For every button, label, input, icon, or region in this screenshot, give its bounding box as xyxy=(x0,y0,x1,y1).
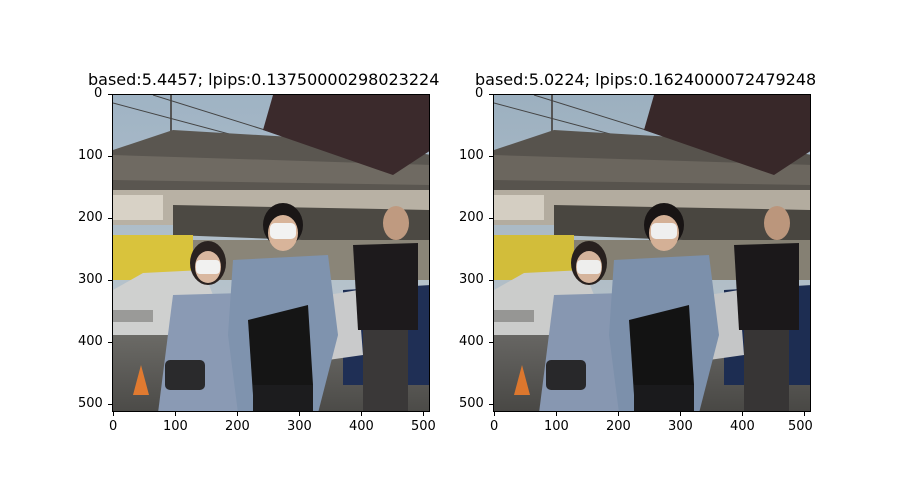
handbag xyxy=(165,360,205,390)
right-x-tick-mark xyxy=(494,412,495,416)
left-x-tick-label: 0 xyxy=(109,419,118,434)
left-x-tick-mark xyxy=(237,412,238,416)
right-x-tick-label: 0 xyxy=(490,419,499,434)
right-y-tick-label: 500 xyxy=(459,396,484,411)
awning xyxy=(263,95,429,175)
left-x-tick-label: 500 xyxy=(411,419,436,434)
left-x-tick-mark xyxy=(299,412,300,416)
left-x-tick-label: 200 xyxy=(225,419,250,434)
cone xyxy=(514,365,530,395)
left-street-photo xyxy=(113,95,429,411)
right-x-tick-label: 100 xyxy=(544,419,569,434)
right-man-face xyxy=(764,206,790,240)
left-y-tick-label: 300 xyxy=(78,272,103,287)
left-image-axes xyxy=(112,94,430,412)
right-x-tick-mark xyxy=(556,412,557,416)
right-y-tick-mark xyxy=(489,404,493,405)
left-subplot: based:5.4457; lpips:0.13750000298023224 xyxy=(78,70,440,434)
right-x-tick-mark xyxy=(804,412,805,416)
left-y-tick-mark xyxy=(108,280,112,281)
right-image-axes xyxy=(493,94,811,412)
left-y-tick-mark xyxy=(108,94,112,95)
left-x-tick-label: 100 xyxy=(163,419,188,434)
left-y-tick-label: 500 xyxy=(78,396,103,411)
right-x-tick-label: 300 xyxy=(668,419,693,434)
right-y-tick-mark xyxy=(489,156,493,157)
left-x-tick-label: 300 xyxy=(287,419,312,434)
right-y-tick-mark xyxy=(489,280,493,281)
left-panel-title: based:5.4457; lpips:0.13750000298023224 xyxy=(88,70,440,89)
left-x-tick-mark xyxy=(175,412,176,416)
right-y-tick-label: 0 xyxy=(475,86,484,101)
right-y-tick-label: 200 xyxy=(459,210,484,225)
left-x-tick-mark xyxy=(361,412,362,416)
right-man-shirt xyxy=(353,243,418,330)
right-street-photo xyxy=(494,95,810,411)
right-x-tick-mark xyxy=(618,412,619,416)
black-bag xyxy=(629,305,694,395)
right-y-tick-label: 400 xyxy=(459,334,484,349)
right-x-tick-label: 200 xyxy=(606,419,631,434)
left-y-tick-label: 0 xyxy=(94,86,103,101)
left-y-tick-mark xyxy=(108,156,112,157)
black-bag xyxy=(248,305,313,395)
left-y-tick-mark xyxy=(108,342,112,343)
right-x-tick-label: 500 xyxy=(788,419,813,434)
right-man-face xyxy=(383,206,409,240)
right-y-tick-mark xyxy=(489,342,493,343)
left-y-tick-mark xyxy=(108,404,112,405)
right-subplot: based:5.0224; lpips:0.1624000072479248 xyxy=(380,0,830,500)
right-panel-title: based:5.0224; lpips:0.1624000072479248 xyxy=(475,70,817,89)
right-y-tick-mark xyxy=(489,218,493,219)
left-x-tick-label: 400 xyxy=(349,419,374,434)
left-x-tick-mark xyxy=(423,412,424,416)
right-y-tick-label: 100 xyxy=(459,148,484,163)
right-x-tick-mark xyxy=(680,412,681,416)
cone xyxy=(133,365,149,395)
left-y-tick-label: 100 xyxy=(78,148,103,163)
awning xyxy=(644,95,810,175)
handbag xyxy=(546,360,586,390)
right-x-tick-mark xyxy=(742,412,743,416)
right-x-tick-label: 400 xyxy=(730,419,755,434)
right-y-tick-mark xyxy=(489,94,493,95)
right-y-tick-label: 300 xyxy=(459,272,484,287)
left-y-tick-label: 200 xyxy=(78,210,103,225)
left-y-tick-mark xyxy=(108,218,112,219)
left-x-tick-mark xyxy=(113,412,114,416)
right-man-shirt xyxy=(734,243,799,330)
left-y-tick-label: 400 xyxy=(78,334,103,349)
